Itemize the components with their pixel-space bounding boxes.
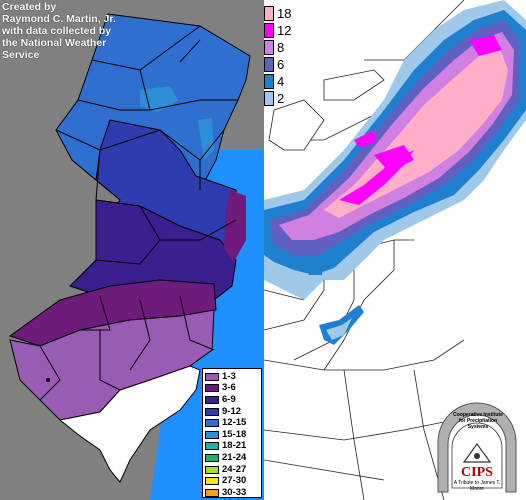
- legend-item: 30-33: [205, 487, 259, 499]
- scale-swatch: [264, 23, 274, 38]
- scale-swatch: [264, 91, 274, 106]
- snow-patch-south-light: [326, 318, 352, 340]
- legend-label: 30-33: [222, 486, 247, 498]
- scale-label: 12: [277, 23, 292, 38]
- legend-label: 33-36: [222, 499, 246, 500]
- legend-swatch: [205, 453, 219, 462]
- legend-label: 21-24: [222, 451, 247, 463]
- legend-label: 9-12: [222, 405, 242, 417]
- station-dot: [46, 378, 50, 382]
- scale-swatch: [264, 57, 274, 72]
- scale-item: 12: [264, 21, 292, 38]
- cips-acronym: CIPS: [461, 465, 493, 480]
- zone-15-18-patch-2: [198, 118, 214, 160]
- scale-item: 4: [264, 72, 290, 89]
- legend-label: 1-3: [222, 370, 236, 382]
- legend-item: 3-6: [205, 383, 259, 395]
- legend-swatch: [205, 465, 219, 474]
- legend-label: 6-9: [222, 393, 236, 405]
- snow-18in-band: [324, 48, 508, 218]
- ne-map-svg: [264, 0, 526, 500]
- legend-label: 24-27: [222, 463, 247, 475]
- legend-swatch: [205, 395, 219, 404]
- logo-arch: [437, 402, 517, 493]
- legend-swatch: [205, 419, 219, 428]
- legend-label: 3-6: [222, 382, 236, 394]
- legend-item: 1-3: [205, 371, 259, 383]
- county-lines: [39, 25, 238, 401]
- cips-ring-text: Cooperative Institute for Precipitation …: [453, 412, 503, 430]
- snow-patch-south: [319, 305, 364, 345]
- scale-item: 2: [264, 89, 290, 106]
- legend-item: 6-9: [205, 394, 259, 406]
- legend-item: 21-24: [205, 452, 259, 464]
- snow-12in-core-3: [469, 35, 502, 56]
- legend-swatch: [205, 477, 219, 486]
- scale-swatch: [264, 6, 274, 21]
- legend-swatch: [205, 488, 219, 497]
- legend-swatch: [205, 372, 219, 381]
- credit-line-5: Service: [2, 49, 40, 61]
- scale-label: 2: [277, 91, 285, 106]
- legend-item: 27-30: [205, 475, 259, 487]
- legend-item: 24-27: [205, 464, 259, 476]
- legend-label: 18-21: [222, 440, 247, 452]
- cips-tribute: A Tribute to James T. Moore: [453, 480, 501, 492]
- scale-item: 6: [264, 55, 290, 72]
- legend-label: 27-30: [222, 475, 247, 487]
- credit-line-1: Created by: [2, 1, 57, 13]
- legend-swatch: [205, 442, 219, 451]
- legend-swatch: [205, 407, 219, 416]
- legend-item: 9-12: [205, 406, 259, 418]
- ocean-area: [464, 100, 526, 500]
- scale-item: 8: [264, 38, 290, 55]
- nj-snowfall-map: Created by Raymond C. Martin, Jr. with d…: [0, 0, 264, 500]
- cips-logo: Cooperative Institute for Precipitation …: [430, 392, 524, 498]
- credit-text: Created by Raymond C. Martin, Jr. with d…: [2, 1, 152, 61]
- logo-dot: [474, 453, 480, 459]
- legend-item: 18-21: [205, 441, 259, 453]
- scale-swatch: [264, 74, 274, 89]
- ne-color-scale: 18 12 8 6 4 2: [264, 4, 292, 106]
- lake-erie: [268, 99, 325, 151]
- lake-ontario: [323, 69, 385, 101]
- snow-12in-core-2: [374, 145, 414, 172]
- legend-swatch: [205, 430, 219, 439]
- scale-swatch: [264, 40, 274, 55]
- zone-no-snow: [58, 365, 201, 483]
- scale-label: 18: [277, 6, 292, 21]
- scale-label: 8: [277, 40, 285, 55]
- scale-label: 6: [277, 57, 285, 72]
- scale-item: 18: [264, 4, 292, 21]
- legend-item: 12-15: [205, 417, 259, 429]
- snow-12in-core-4: [354, 130, 376, 148]
- cips-logo-graphic: [437, 402, 517, 493]
- northeast-snowfall-map: Cooperative Institute for Precipitation …: [264, 0, 526, 500]
- credit-line-4: the National Weather: [2, 37, 107, 49]
- legend-label: 12-15: [222, 417, 247, 429]
- legend-label: 15-18: [222, 428, 247, 440]
- legend-swatch: [205, 384, 219, 393]
- scale-label: 4: [277, 74, 285, 89]
- zone-3-6-coast: [224, 190, 246, 262]
- legend-item: 33-36: [205, 499, 259, 500]
- credit-line-2: Raymond C. Martin, Jr.: [2, 13, 116, 25]
- credit-line-3: with data collected by: [2, 25, 112, 37]
- legend-item: 15-18: [205, 429, 259, 441]
- nj-legend: 1-3 3-6 6-9 9-12 12-15 15-18 18-21 21-24 24-27 27…: [202, 368, 262, 500]
- zone-15-18-patch: [140, 86, 178, 112]
- snow-patch-west: [304, 255, 324, 275]
- logo-triangle: [462, 442, 492, 463]
